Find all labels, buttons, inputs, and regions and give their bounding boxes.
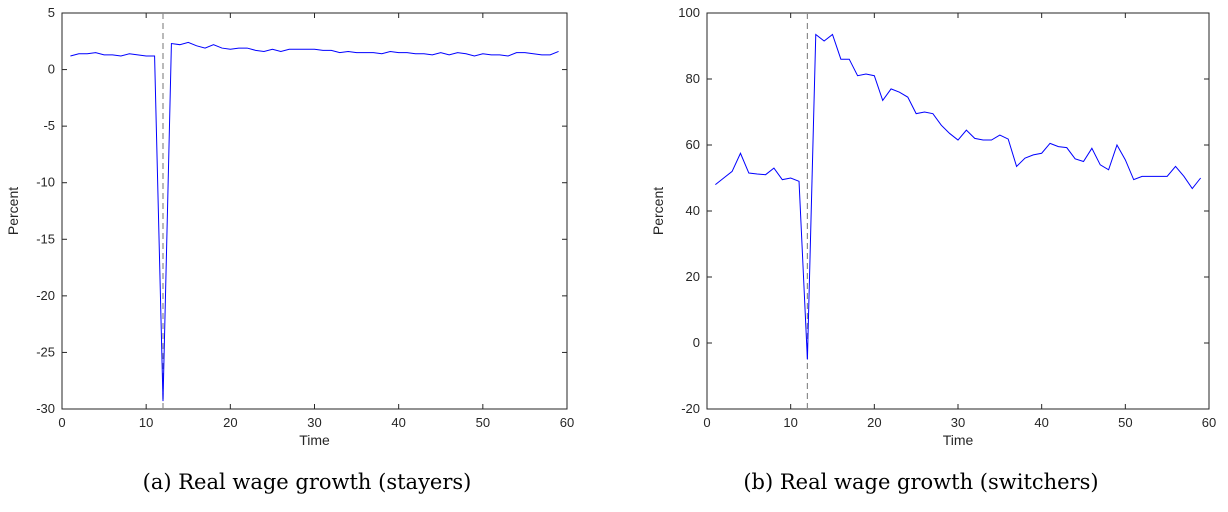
caption-a: (a) Real wage growth (stayers) <box>142 470 472 494</box>
chart-stayers: 0 10 20 30 40 50 60 -30 -25 -20 -15 -10 -5 0 5 Time Perc… <box>5 5 574 448</box>
y-tick-label: -15 <box>36 231 55 246</box>
x-tick-label: 30 <box>951 415 965 430</box>
x-tick-label: 0 <box>703 415 710 430</box>
y-tick-label: 20 <box>686 269 700 284</box>
x-tick-label: 20 <box>867 415 881 430</box>
figure-a: 0 10 20 30 40 50 60 -30 -25 -20 -15 -10 -5 0 5 Time Perc… <box>5 5 574 494</box>
x-tick-label: 0 <box>58 415 65 430</box>
x-tick-label: 30 <box>307 415 321 430</box>
x-tick-label: 50 <box>476 415 490 430</box>
y-tick-label: 80 <box>686 71 700 86</box>
y-tick-label: -30 <box>36 401 55 416</box>
y-tick-label: -10 <box>36 175 55 190</box>
y-axis-label: Percent <box>5 187 21 235</box>
figure-b: 0 10 20 30 40 50 60 -20 0 20 40 60 80 100 Time Percent … <box>614 0 1228 512</box>
x-axis-label: Time <box>943 432 974 448</box>
y-tick-label: -20 <box>681 401 700 416</box>
y-tick-label: 100 <box>678 5 700 20</box>
series-line <box>70 41 559 402</box>
x-tick-label: 10 <box>139 415 153 430</box>
x-tick-label: 40 <box>1034 415 1048 430</box>
caption-b: (b) Real wage growth (switchers) <box>743 470 1099 494</box>
x-tick-label: 50 <box>1118 415 1132 430</box>
y-tick-label: 60 <box>686 137 700 152</box>
x-tick-label: 20 <box>223 415 237 430</box>
x-tick-label: 60 <box>560 415 574 430</box>
plot-area <box>61 12 568 410</box>
y-tick-label: -25 <box>36 344 55 359</box>
series-line <box>715 33 1202 360</box>
x-tick-label: 10 <box>783 415 797 430</box>
y-tick-label: 0 <box>48 62 55 77</box>
x-tick-label: 40 <box>391 415 405 430</box>
y-tick-label: 5 <box>48 5 55 20</box>
y-tick-label: 0 <box>693 335 700 350</box>
y-tick-label: 40 <box>686 203 700 218</box>
plot-area <box>706 12 1210 410</box>
x-axis-label: Time <box>299 432 330 448</box>
y-axis-label: Percent <box>650 187 666 235</box>
y-tick-label: -20 <box>36 288 55 303</box>
y-tick-label: -5 <box>43 118 55 133</box>
x-tick-label: 60 <box>1202 415 1216 430</box>
